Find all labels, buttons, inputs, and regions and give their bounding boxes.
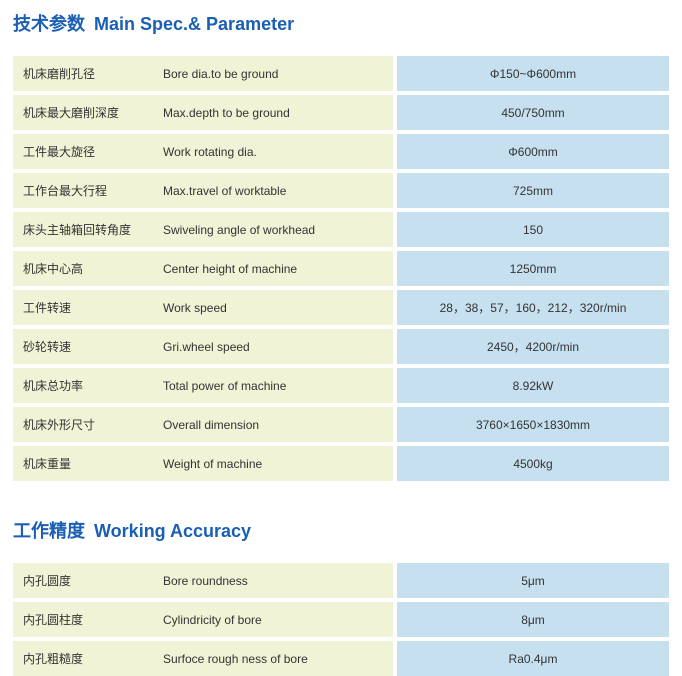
row-label-cn: 工作台最大行程 — [13, 173, 163, 208]
row-label-en: Weight of machine — [163, 446, 393, 481]
row-value: 5μm — [397, 563, 669, 598]
table-row: 工件最大旋径Work rotating dia.Φ600mm — [13, 134, 669, 169]
row-value: 1250mm — [397, 251, 669, 286]
row-label-cn: 机床外形尺寸 — [13, 407, 163, 442]
table-row: 砂轮转速Gri.wheel speed2450，4200r/min — [13, 329, 669, 364]
accuracy-heading-en: Working Accuracy — [94, 521, 251, 541]
table-row: 内孔圆柱度Cylindricity of bore8μm — [13, 602, 669, 637]
row-label-en: Bore dia.to be ground — [163, 56, 393, 91]
table-row: 机床重量Weight of machine4500kg — [13, 446, 669, 481]
row-label-en: Surfoce rough ness of bore — [163, 641, 393, 676]
row-label-en: Cylindricity of bore — [163, 602, 393, 637]
row-label-en: Overall dimension — [163, 407, 393, 442]
row-label-cn: 内孔粗糙度 — [13, 641, 163, 676]
row-label-en: Total power of machine — [163, 368, 393, 403]
row-label-cn: 工件最大旋径 — [13, 134, 163, 169]
row-value: 150 — [397, 212, 669, 247]
table-row: 机床外形尺寸Overall dimension3760×1650×1830mm — [13, 407, 669, 442]
row-value: 3760×1650×1830mm — [397, 407, 669, 442]
row-label-en: Max.travel of worktable — [163, 173, 393, 208]
spec-heading-en: Main Spec.& Parameter — [94, 14, 294, 34]
row-value: Φ600mm — [397, 134, 669, 169]
row-label-en: Work rotating dia. — [163, 134, 393, 169]
row-label-cn: 机床中心高 — [13, 251, 163, 286]
table-row: 工件转速Work speed28，38，57，160，212，320r/min — [13, 290, 669, 325]
row-label-en: Gri.wheel speed — [163, 329, 393, 364]
row-value: 450/750mm — [397, 95, 669, 130]
row-value: Ra0.4μm — [397, 641, 669, 676]
spec-table: 机床磨削孔径Bore dia.to be groundΦ150~Φ600mm机床… — [13, 56, 669, 481]
table-row: 机床总功率Total power of machine8.92kW — [13, 368, 669, 403]
table-row: 工作台最大行程Max.travel of worktable725mm — [13, 173, 669, 208]
spec-heading-cn: 技术参数 — [13, 14, 85, 34]
row-label-en: Swiveling angle of workhead — [163, 212, 393, 247]
row-value: 28，38，57，160，212，320r/min — [397, 290, 669, 325]
row-label-cn: 内孔圆柱度 — [13, 602, 163, 637]
table-row: 机床磨削孔径Bore dia.to be groundΦ150~Φ600mm — [13, 56, 669, 91]
table-row: 机床最大磨削深度Max.depth to be ground450/750mm — [13, 95, 669, 130]
row-label-cn: 内孔圆度 — [13, 563, 163, 598]
table-row: 床头主轴箱回转角度Swiveling angle of workhead150 — [13, 212, 669, 247]
row-label-en: Center height of machine — [163, 251, 393, 286]
row-label-cn: 机床总功率 — [13, 368, 163, 403]
row-value: 725mm — [397, 173, 669, 208]
row-label-en: Max.depth to be ground — [163, 95, 393, 130]
table-row: 内孔粗糙度Surfoce rough ness of boreRa0.4μm — [13, 641, 669, 676]
row-value: 4500kg — [397, 446, 669, 481]
row-label-cn: 床头主轴箱回转角度 — [13, 212, 163, 247]
row-label-cn: 工件转速 — [13, 290, 163, 325]
row-label-en: Bore roundness — [163, 563, 393, 598]
row-value: 8.92kW — [397, 368, 669, 403]
accuracy-heading: 工作精度 Working Accuracy — [13, 517, 669, 543]
accuracy-heading-cn: 工作精度 — [13, 521, 85, 541]
row-label-en: Work speed — [163, 290, 393, 325]
row-value: Φ150~Φ600mm — [397, 56, 669, 91]
row-label-cn: 机床最大磨削深度 — [13, 95, 163, 130]
row-value: 8μm — [397, 602, 669, 637]
table-row: 机床中心高Center height of machine1250mm — [13, 251, 669, 286]
row-value: 2450，4200r/min — [397, 329, 669, 364]
table-row: 内孔圆度Bore roundness5μm — [13, 563, 669, 598]
spec-heading: 技术参数 Main Spec.& Parameter — [13, 10, 669, 36]
row-label-cn: 机床磨削孔径 — [13, 56, 163, 91]
row-label-cn: 机床重量 — [13, 446, 163, 481]
accuracy-table: 内孔圆度Bore roundness5μm 内孔圆柱度Cylindricity o… — [13, 563, 669, 676]
row-label-cn: 砂轮转速 — [13, 329, 163, 364]
